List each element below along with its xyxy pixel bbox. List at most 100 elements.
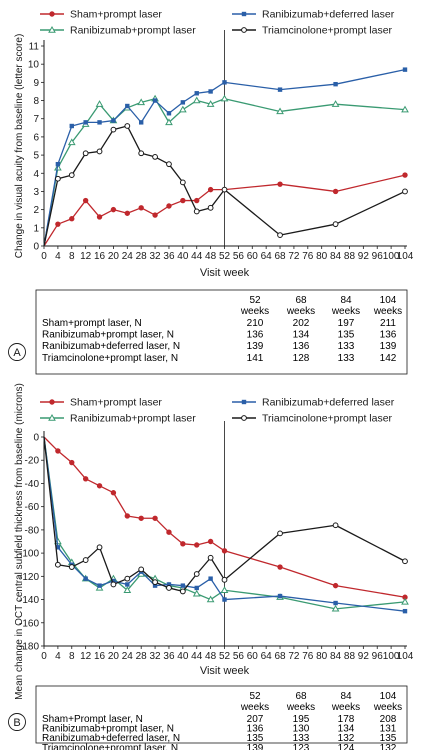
table-column-header: 52 [249,691,261,702]
table-cell: 139 [247,743,264,750]
x-tick-label: 104 [397,251,414,262]
data-point [192,589,201,597]
legend-marker [48,413,56,421]
data-point [276,107,284,115]
x-tick-label: 80 [316,651,328,662]
legend-label: Triamcinolone+prompt laser [262,25,393,37]
data-point [137,98,146,106]
legend-label: Ranibizumab+prompt laser [70,25,196,37]
data-point [166,203,172,209]
data-point [96,483,103,489]
data-point [206,100,215,107]
data-point [401,597,409,605]
data-point [69,123,74,129]
data-point [193,208,200,215]
data-point [194,542,200,548]
x-tick-label: 64 [261,251,273,262]
table-cell: 178 [338,714,355,725]
y-tick-label: -60 [25,502,40,513]
data-point [402,67,408,72]
table-cell: 136 [247,330,264,341]
y-axis-label: Change in visual acuity from baseline (l… [14,34,25,259]
legend-marker [49,11,55,17]
table-cell: 141 [247,353,264,364]
table-column-header: 84 [340,295,352,306]
data-point [277,530,283,537]
x-tick-label: 4 [55,251,61,262]
data-point [333,81,338,87]
table-cell: 136 [247,724,264,735]
table-column-header-unit: weeks [373,702,402,713]
x-tick-label: 100 [383,651,400,662]
table-row: Sham+Prompt laser, N 207 195 178 208 [42,714,397,725]
data-point [152,154,158,160]
x-tick-label: 28 [136,251,148,262]
table-cell: 211 [380,318,396,329]
series-ranib-deferred [43,67,408,247]
data-point [180,197,186,204]
x-tick-label: 36 [163,251,175,262]
data-point [193,571,200,577]
data-point [208,576,213,581]
x-tick-label: 100 [383,251,400,262]
table-row: Triamcinolone+prompt laser, N 139 123 124 13… [42,743,397,750]
y-tick-label: 8 [33,96,39,107]
legend-item: Ranibizumab+prompt laser [40,413,196,425]
table-cell: 202 [293,318,310,329]
x-tick-label: 20 [108,651,120,662]
data-point [402,608,408,614]
x-tick-label: 96 [372,651,384,662]
table-column-header-unit: weeks [331,306,360,317]
data-point [179,588,186,595]
data-point [166,585,172,591]
legend-label: Sham+prompt laser [70,9,162,21]
panel-label: B [13,717,20,729]
data-point [54,175,61,182]
data-point [69,459,75,466]
data-point [277,593,283,599]
data-point [152,515,158,521]
table-column-header: 104 [380,295,397,306]
data-point [110,490,117,496]
table-cell: 128 [293,353,310,364]
x-tick-label: 8 [69,251,75,262]
data-point [192,96,201,104]
data-point [123,586,132,593]
legend-item: Ranibizumab+prompt laser [40,25,196,37]
table-cell: 142 [380,353,397,364]
legend-marker [49,399,55,405]
table-cell: 123 [293,743,310,750]
y-tick-label: 6 [33,132,39,143]
series-ranib-prompt [43,94,409,247]
table-column-header: 52 [249,295,261,306]
data-point [331,100,340,107]
table-cell: 124 [338,743,355,750]
data-point [220,94,229,102]
data-point [207,186,214,193]
data-point [152,583,158,588]
y-tick-label: 0 [33,242,39,253]
data-point [124,575,131,582]
data-point [333,600,338,606]
table-row-label: Ranibizumab+deferred laser, N [42,733,180,744]
x-tick-label: 12 [80,651,92,662]
legend-item: Triamcinolone+prompt laser [232,413,393,425]
data-point [152,212,158,218]
table-frame [35,289,408,375]
table-column-header-unit: weeks [373,306,402,317]
y-tick-label: 9 [33,78,39,89]
table-row: Ranibizumab+prompt laser, N 136 130 134 131 [42,724,397,735]
data-point [207,554,214,561]
legend-item: Ranibizumab+deferred laser [232,397,395,409]
table-column-header: 84 [340,691,352,702]
data-point [332,582,339,589]
table-row-label: Triamcinolone+prompt laser, N [42,353,178,364]
y-tick-label: -160 [19,618,39,629]
data-point [82,197,89,204]
series-ranib-deferred [43,436,408,614]
y-tick-label: 1 [33,223,39,234]
data-point [54,561,61,568]
x-tick-label: 4 [55,651,61,662]
x-tick-label: 60 [247,251,259,262]
data-point [332,188,339,195]
